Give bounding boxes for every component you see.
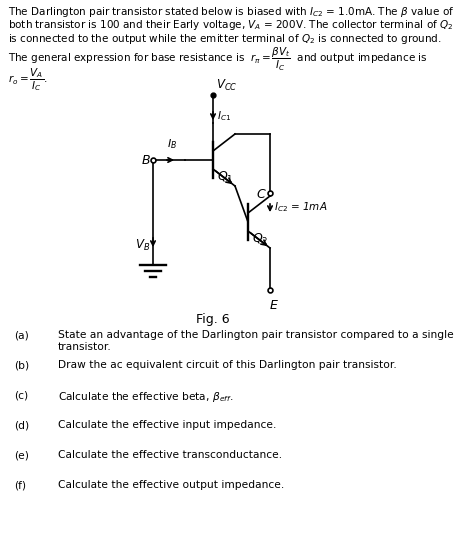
Text: The Darlington pair transistor stated below is biased with $I_{C2}$ = 1.0mA. The: The Darlington pair transistor stated be… — [8, 5, 454, 19]
Text: $Q_2$: $Q_2$ — [252, 232, 268, 247]
Text: Calculate the effective transconductance.: Calculate the effective transconductance… — [58, 450, 282, 460]
Text: $V_{CC}$: $V_{CC}$ — [216, 78, 238, 93]
Text: (f): (f) — [14, 480, 26, 490]
Text: both transistor is 100 and their Early voltage, $V_A$ = 200V. The collector term: both transistor is 100 and their Early v… — [8, 19, 453, 32]
Text: The general expression for base resistance is  $r_\pi = \dfrac{\beta V_t}{I_C}$ : The general expression for base resistan… — [8, 46, 428, 73]
Text: Draw the ac equivalent circuit of this Darlington pair transistor.: Draw the ac equivalent circuit of this D… — [58, 360, 397, 370]
Text: Fig. 6: Fig. 6 — [196, 313, 230, 326]
Text: (a): (a) — [14, 330, 29, 340]
Text: is connected to the output while the emitter terminal of $Q_2$ is connected to g: is connected to the output while the emi… — [8, 32, 442, 46]
Text: Calculate the effective beta, $\beta_{eff}$.: Calculate the effective beta, $\beta_{ef… — [58, 390, 234, 404]
Text: transistor.: transistor. — [58, 342, 112, 352]
Text: $I_B$: $I_B$ — [167, 137, 177, 151]
Text: $E$: $E$ — [269, 299, 279, 312]
Text: $C$: $C$ — [256, 188, 267, 201]
Text: $I_{C2}$ = 1mA: $I_{C2}$ = 1mA — [274, 200, 327, 214]
Text: $V_B$: $V_B$ — [135, 238, 150, 253]
Text: State an advantage of the Darlington pair transistor compared to a single: State an advantage of the Darlington pai… — [58, 330, 454, 340]
Text: $Q_1$: $Q_1$ — [217, 170, 234, 185]
Text: $r_o = \dfrac{V_A}{I_C}$.: $r_o = \dfrac{V_A}{I_C}$. — [8, 66, 48, 93]
Text: (b): (b) — [14, 360, 29, 370]
Text: Calculate the effective input impedance.: Calculate the effective input impedance. — [58, 420, 276, 430]
Text: Calculate the effective output impedance.: Calculate the effective output impedance… — [58, 480, 284, 490]
Text: (e): (e) — [14, 450, 29, 460]
Text: (c): (c) — [14, 390, 28, 400]
Text: (d): (d) — [14, 420, 29, 430]
Text: $I_{C1}$: $I_{C1}$ — [217, 109, 231, 123]
Text: $B$: $B$ — [141, 154, 151, 167]
